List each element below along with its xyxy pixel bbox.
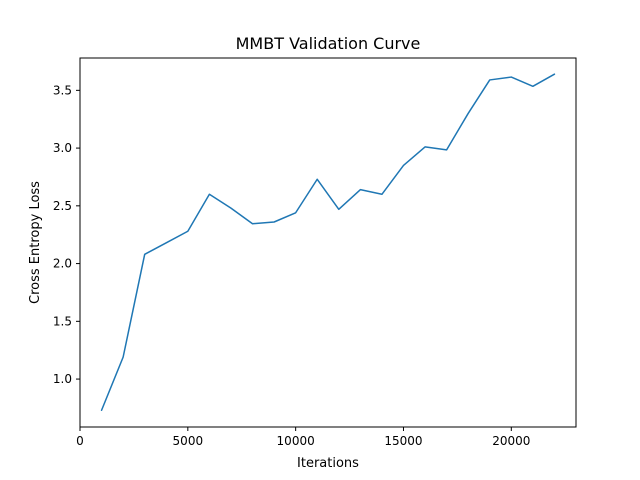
x-tick-label: 20000 [492, 434, 530, 448]
series-line [100, 73, 556, 411]
y-tick-label: 2.0 [53, 257, 72, 271]
y-axis-label: Cross Entropy Loss [28, 181, 43, 304]
y-tick-label: 1.0 [53, 372, 72, 386]
x-tick-label: 10000 [277, 434, 315, 448]
x-tick-label: 15000 [384, 434, 422, 448]
x-axis-label: Iterations [297, 456, 359, 471]
plot-area: 0 5000 10000 15000 20000 1.0 1.5 2.0 2.5 3.0 3.5 [53, 73, 556, 448]
y-tick-label: 1.5 [53, 314, 72, 328]
x-tick-label: 0 [76, 434, 84, 448]
chart-title: MMBT Validation Curve [236, 34, 421, 53]
plot-frame [79, 57, 577, 428]
y-tick-label: 3.5 [53, 83, 72, 97]
y-tick-label: 2.5 [53, 199, 72, 213]
y-tick-label: 3.0 [53, 141, 72, 155]
x-tick-label: 5000 [173, 434, 204, 448]
